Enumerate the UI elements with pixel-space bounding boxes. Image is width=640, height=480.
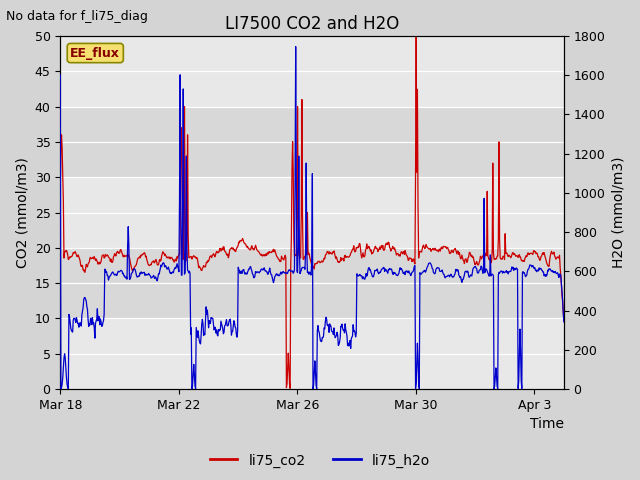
- Bar: [60, 177, 564, 248]
- Title: LI7500 CO2 and H2O: LI7500 CO2 and H2O: [225, 15, 399, 33]
- Bar: [60, 248, 564, 319]
- Bar: [60, 107, 564, 177]
- Y-axis label: H2O (mmol/m3): H2O (mmol/m3): [611, 157, 625, 268]
- Bar: [60, 319, 564, 389]
- X-axis label: Time: Time: [530, 418, 564, 432]
- Text: EE_flux: EE_flux: [70, 47, 120, 60]
- Y-axis label: CO2 (mmol/m3): CO2 (mmol/m3): [15, 157, 29, 268]
- Legend: li75_co2, li75_h2o: li75_co2, li75_h2o: [204, 448, 436, 473]
- Text: No data for f_li75_diag: No data for f_li75_diag: [6, 10, 148, 23]
- Bar: [60, 36, 564, 107]
